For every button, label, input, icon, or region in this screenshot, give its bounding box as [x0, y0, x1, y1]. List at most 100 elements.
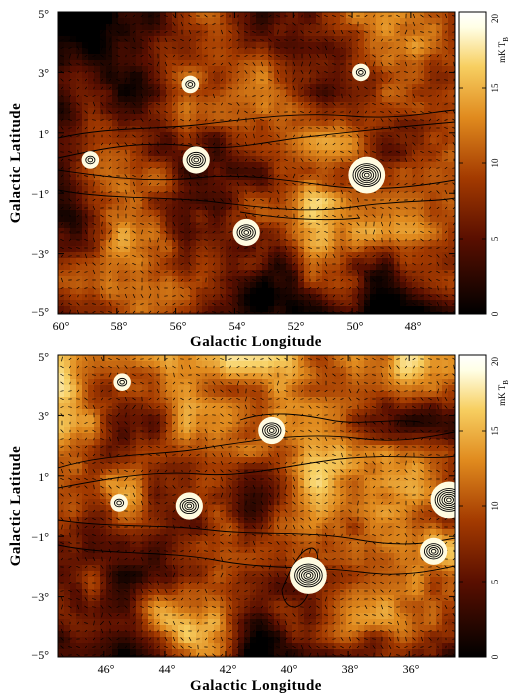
- polarization-vector: [125, 94, 127, 98]
- map-cell: [286, 30, 293, 37]
- map-cell: [190, 132, 197, 139]
- map-cell: [424, 84, 431, 91]
- map-cell: [238, 30, 245, 37]
- map-cell: [220, 282, 227, 289]
- map-cell: [364, 36, 371, 43]
- polarization-vector: [212, 62, 216, 66]
- map-cell: [130, 36, 137, 43]
- polarization-vector: [76, 29, 80, 35]
- map-cell: [292, 300, 299, 307]
- map-cell: [442, 138, 449, 145]
- map-cell: [256, 96, 263, 103]
- map-cell: [58, 276, 65, 283]
- map-cell: [436, 18, 443, 25]
- map-cell: [58, 18, 65, 25]
- map-cell: [292, 36, 299, 43]
- map-cell: [334, 180, 341, 187]
- polarization-vector: [116, 262, 120, 266]
- polarization-vector: [148, 87, 152, 89]
- map-cell: [430, 174, 437, 181]
- polarization-vector: [212, 262, 216, 266]
- map-cell: [208, 126, 215, 133]
- map-cell: [244, 36, 251, 43]
- polarization-vector: [316, 31, 320, 33]
- map-cell: [124, 162, 131, 169]
- map-cell: [442, 186, 449, 193]
- polarization-vector: [325, 166, 327, 170]
- map-cell: [268, 162, 275, 169]
- polarization-vector: [300, 126, 304, 130]
- map-cell: [412, 186, 419, 193]
- map-cell: [316, 264, 323, 271]
- map-cell: [346, 18, 353, 25]
- polarization-vector: [101, 86, 103, 90]
- map-cell: [286, 114, 293, 121]
- map-cell: [130, 174, 137, 181]
- map-cell: [340, 96, 347, 103]
- polarization-vector: [284, 39, 288, 41]
- map-cell: [64, 138, 71, 145]
- map-cell: [238, 48, 245, 55]
- map-cell: [334, 174, 341, 181]
- polarization-vector: [148, 175, 152, 177]
- map-cell: [430, 84, 437, 91]
- map-cell: [166, 174, 173, 181]
- polarization-vector: [116, 182, 120, 186]
- map-cell: [280, 186, 287, 193]
- map-cell: [280, 24, 287, 31]
- map-cell: [232, 12, 239, 19]
- polarization-vector: [221, 70, 223, 74]
- map-cell: [358, 42, 365, 49]
- map-cell: [442, 198, 449, 205]
- map-cell: [190, 108, 197, 115]
- polarization-vector: [124, 239, 128, 241]
- map-cell: [406, 282, 413, 289]
- map-cell: [316, 42, 323, 49]
- map-cell: [166, 282, 173, 289]
- map-cell: [220, 204, 227, 211]
- map-cell: [334, 30, 341, 37]
- map-cell: [232, 66, 239, 73]
- map-cell: [118, 258, 125, 265]
- map-cell: [112, 114, 119, 121]
- map-cell: [400, 198, 407, 205]
- map-cell: [148, 78, 155, 85]
- map-cell: [406, 234, 413, 241]
- polarization-vector: [388, 253, 392, 259]
- polarization-vector: [332, 110, 336, 114]
- map-cell: [178, 312, 185, 314]
- map-cell: [118, 222, 125, 229]
- map-cell: [418, 144, 425, 151]
- polarization-vector: [92, 262, 96, 266]
- polarization-vector: [132, 47, 136, 49]
- map-cell: [64, 204, 71, 211]
- map-cell: [442, 54, 449, 61]
- map-cell: [340, 126, 347, 133]
- map-cell: [382, 102, 389, 109]
- polarization-vector: [269, 86, 271, 90]
- map-cell: [442, 246, 449, 253]
- map-cell: [274, 186, 281, 193]
- map-cell: [418, 60, 425, 67]
- map-cell: [346, 48, 353, 55]
- map-cell: [292, 222, 299, 229]
- map-cell: [274, 252, 281, 259]
- map-cell: [190, 234, 197, 241]
- map-cell: [94, 36, 101, 43]
- map-cell: [76, 168, 83, 175]
- map-cell: [286, 312, 293, 314]
- map-cell: [148, 156, 155, 163]
- map-cell: [340, 174, 347, 181]
- polarization-vector: [188, 29, 192, 35]
- map-cell: [268, 168, 275, 175]
- map-cell: [382, 186, 389, 193]
- polarization-vector: [140, 223, 144, 225]
- map-cell: [292, 162, 299, 169]
- polarization-vector: [116, 238, 120, 242]
- map-cell: [424, 60, 431, 67]
- polarization-vector: [333, 46, 335, 50]
- polarization-vector: [252, 255, 256, 257]
- map-cell: [94, 306, 101, 313]
- polarization-vector: [116, 134, 120, 138]
- map-cell: [382, 294, 389, 301]
